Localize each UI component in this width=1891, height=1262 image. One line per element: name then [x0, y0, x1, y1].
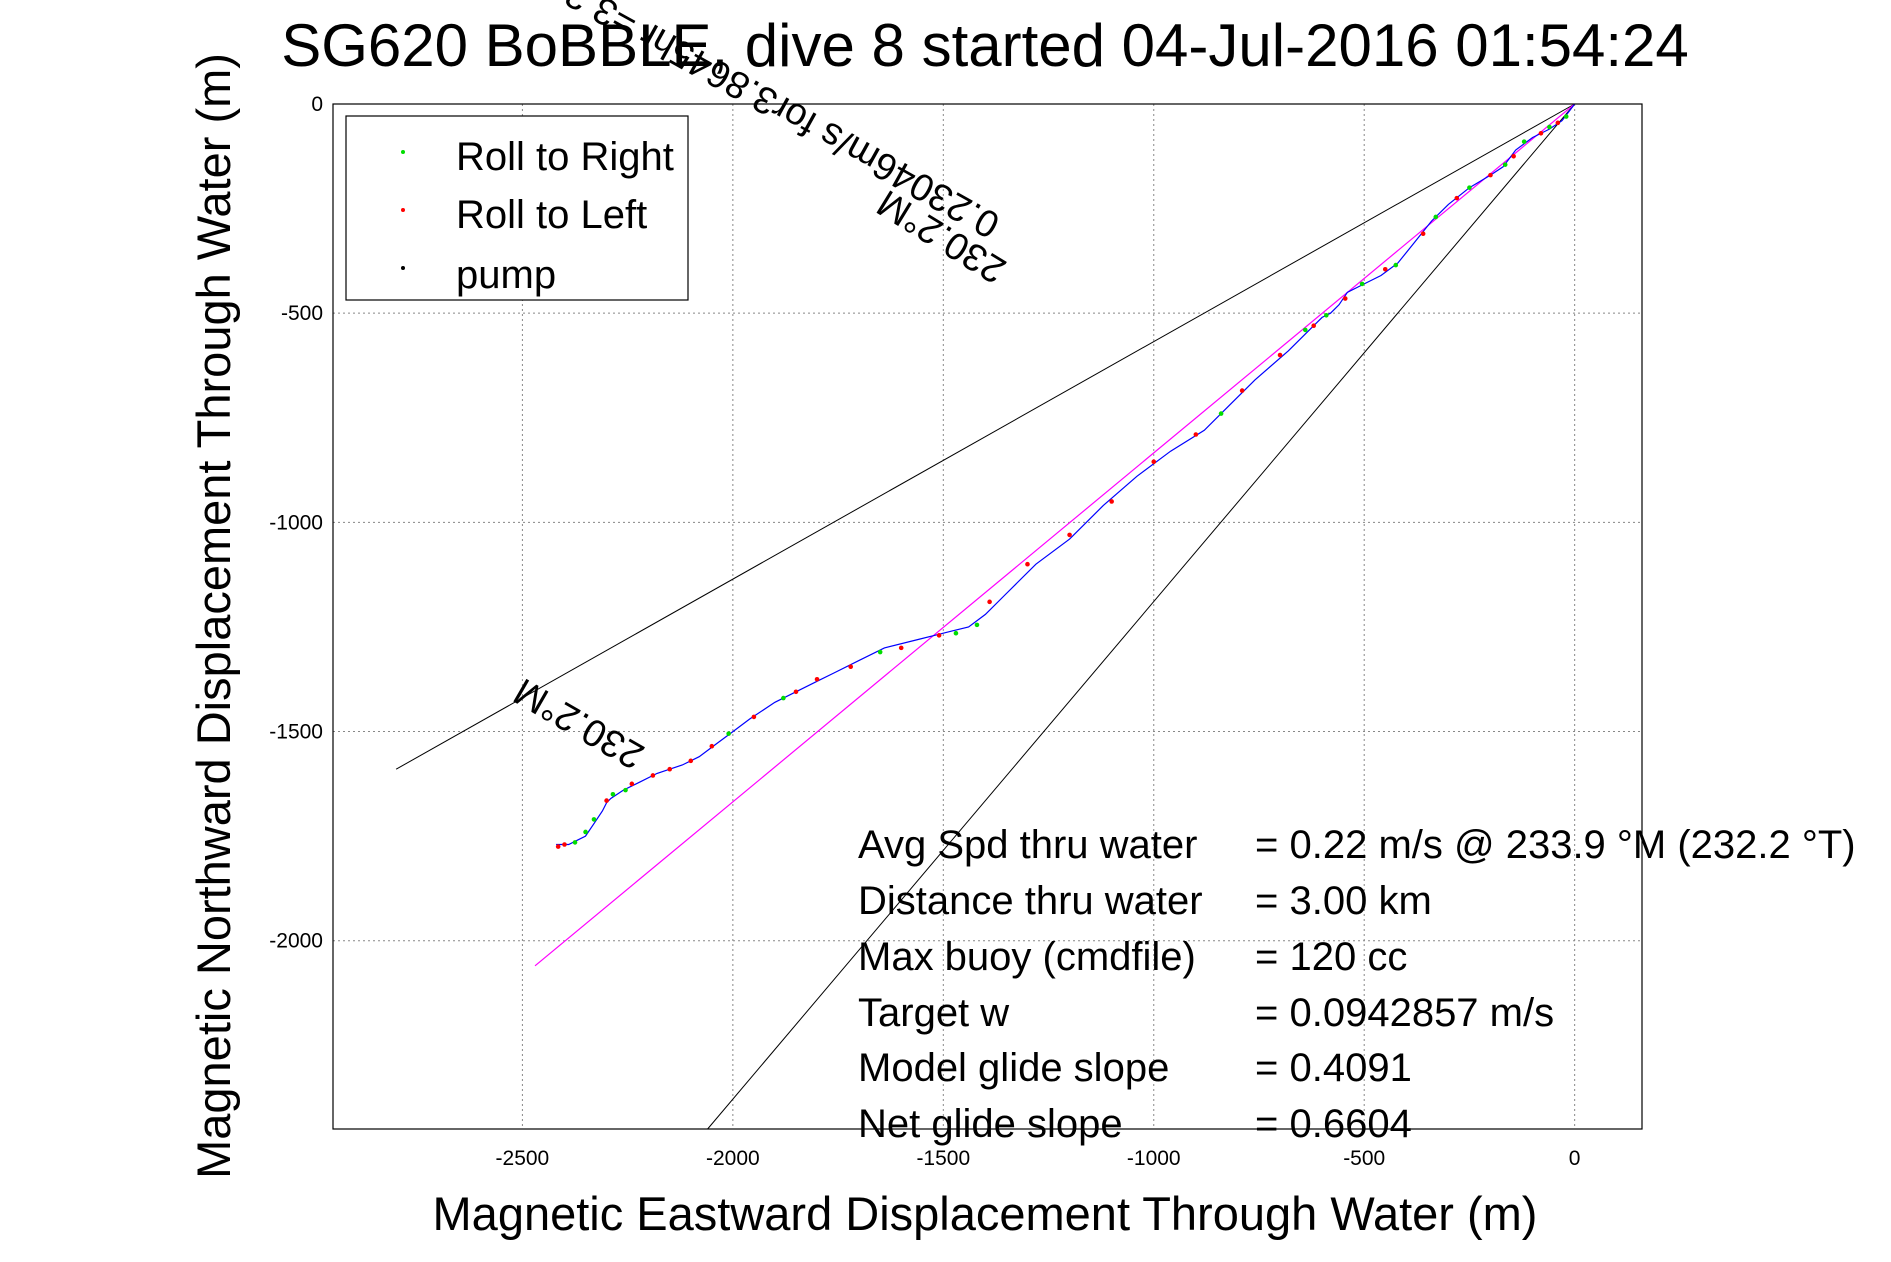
x-tick-label: -2500 — [496, 1147, 550, 1170]
roll-left-point — [1488, 172, 1493, 178]
roll-left-point — [709, 743, 715, 749]
dive-track — [556, 103, 1576, 846]
course-line-segment — [534, 103, 1576, 967]
roll-left-point — [1311, 323, 1316, 329]
roll-points — [555, 114, 1569, 849]
stat-value-distance: = 3.00 km — [1255, 879, 1432, 923]
y-tick-label: -2000 — [269, 930, 323, 953]
stat-label-distance: Distance thru water — [858, 879, 1203, 923]
roll-left-point — [629, 781, 635, 787]
stat-label-max-buoy: Max buoy (cmdfile) — [858, 935, 1196, 979]
roll-right-point — [1324, 312, 1329, 318]
roll-right-point — [1302, 327, 1308, 333]
roll-left-point — [936, 633, 942, 638]
stat-label-avg-speed: Avg Spd thru water — [858, 823, 1197, 867]
y-tick-label: 0 — [311, 93, 323, 116]
chart-title: SG620 BoBBLE, dive 8 started 04-Jul-2016… — [281, 12, 1689, 79]
stat-value-model-glide: = 0.4091 — [1255, 1046, 1412, 1090]
roll-left-point — [604, 798, 609, 803]
roll-right-point — [572, 840, 578, 845]
annotation-2: 230.2°M — [507, 670, 651, 777]
y-tick-label: -500 — [281, 302, 323, 325]
roll-right-point — [1521, 139, 1527, 144]
roll-right-point — [1547, 124, 1552, 130]
roll-left-point — [1454, 195, 1460, 201]
y-tick-labels: 0 -500 -1000 -1500 -2000 — [269, 93, 323, 953]
x-tick-label: 0 — [1569, 1147, 1581, 1170]
roll-right-point — [1563, 114, 1569, 119]
heading-fan-line — [707, 103, 1576, 1130]
legend-label-roll-right: Roll to Right — [456, 135, 674, 179]
roll-right-point — [1433, 214, 1439, 220]
roll-left-point — [1025, 561, 1030, 567]
stat-value-net-glide: = 0.6604 — [1255, 1102, 1412, 1146]
stat-value-max-buoy: = 120 cc — [1255, 935, 1407, 979]
roll-right-point — [583, 829, 588, 835]
x-tick-labels: -2500 -2000 -1500 -1000 -500 0 — [496, 1147, 1581, 1170]
legend-label-pump: pump — [456, 253, 556, 297]
roll-left-point — [562, 842, 567, 847]
roll-left-point — [987, 599, 992, 605]
stats-block: Avg Spd thru water = 0.22 m/s @ 233.9 °M… — [858, 823, 1856, 1146]
roll-right-point — [591, 817, 597, 822]
legend-marker-roll-left — [401, 208, 405, 212]
roll-left-point — [555, 844, 561, 849]
stat-value-target-w: = 0.0942857 m/s — [1255, 991, 1554, 1035]
roll-right-point — [1218, 411, 1224, 416]
roll-left-point — [1193, 432, 1199, 437]
y-axis-label: Magnetic Northward Displacement Through … — [187, 53, 240, 1179]
stat-label-net-glide: Net glide slope — [858, 1102, 1123, 1146]
roll-left-point — [688, 758, 694, 764]
roll-right-point — [726, 731, 731, 736]
roll-left-point — [1382, 266, 1388, 272]
roll-left-point — [848, 664, 854, 670]
roll-right-point — [1502, 162, 1508, 167]
roll-left-point — [650, 773, 656, 778]
roll-left-point — [667, 766, 673, 772]
roll-left-point — [1420, 231, 1426, 236]
roll-right-point — [1393, 262, 1399, 268]
roll-left-point — [1511, 153, 1516, 159]
roll-right-point — [1359, 281, 1365, 287]
roll-left-point — [1277, 352, 1283, 358]
roll-right-point — [877, 649, 883, 655]
roll-left-point — [1342, 296, 1348, 301]
x-tick-label: -1000 — [1127, 1147, 1181, 1170]
x-tick-label: -1500 — [916, 1147, 970, 1170]
roll-right-point — [781, 695, 786, 701]
roll-right-point — [610, 792, 616, 797]
roll-left-point — [1538, 130, 1544, 136]
legend-marker-pump — [401, 266, 405, 270]
legend-marker-roll-right — [401, 150, 405, 154]
plot-frame — [332, 103, 1643, 1130]
stat-value-avg-speed: = 0.22 m/s @ 233.9 °M (232.2 °T) — [1255, 823, 1856, 867]
y-tick-label: -1500 — [269, 721, 323, 744]
legend-label-roll-left: Roll to Left — [456, 193, 647, 237]
roll-left-point — [793, 689, 799, 695]
legend: Roll to Right Roll to Left pump — [345, 115, 689, 301]
heading-fan-line — [395, 103, 1575, 770]
heading-fan-lines — [395, 103, 1576, 1130]
roll-left-point — [1555, 120, 1561, 126]
stat-label-model-glide: Model glide slope — [858, 1046, 1169, 1090]
roll-right-point — [1467, 185, 1472, 190]
roll-right-point — [953, 630, 959, 636]
roll-right-point — [974, 622, 980, 628]
y-tick-label: -1000 — [269, 511, 323, 534]
roll-left-point — [1067, 532, 1072, 538]
x-tick-label: -500 — [1343, 1147, 1385, 1170]
stat-label-target-w: Target w — [858, 991, 1009, 1035]
roll-left-point — [814, 676, 820, 682]
course-line — [534, 103, 1576, 967]
track-line — [556, 103, 1576, 846]
x-tick-label: -2000 — [706, 1147, 760, 1170]
x-axis-label: Magnetic Eastward Displacement Through W… — [433, 1187, 1538, 1240]
roll-left-point — [751, 714, 757, 720]
roll-left-point — [1109, 499, 1114, 504]
roll-left-point — [1239, 388, 1245, 393]
roll-left-point — [898, 645, 904, 651]
roll-right-point — [623, 787, 628, 793]
roll-left-point — [1151, 459, 1157, 465]
